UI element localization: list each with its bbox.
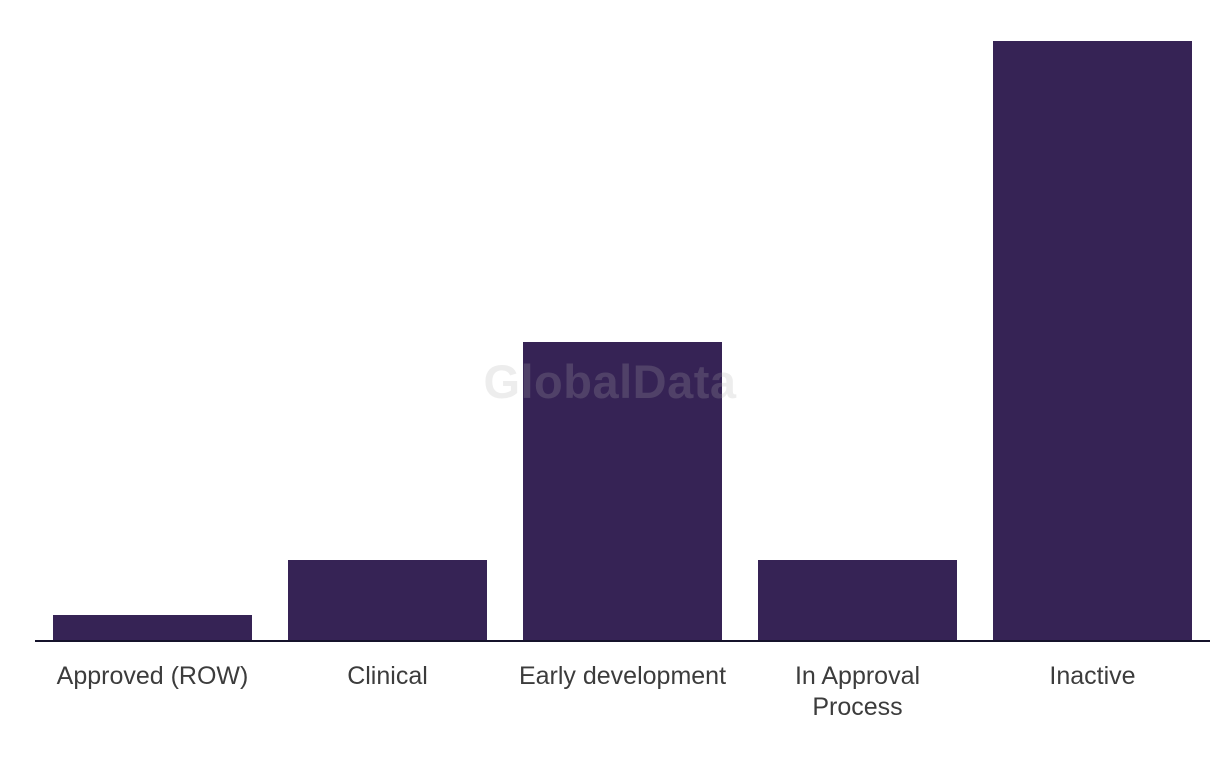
bar-early-development bbox=[523, 342, 722, 640]
x-axis-label: Approved (ROW) bbox=[56, 662, 249, 690]
bar-slot bbox=[270, 41, 505, 640]
x-axis-label: Clinical bbox=[347, 662, 428, 690]
bar-clinical bbox=[288, 560, 487, 640]
x-axis-line bbox=[35, 640, 1210, 642]
x-axis-label: Early development bbox=[518, 662, 727, 690]
bar-in-approval-process bbox=[758, 560, 957, 640]
bar-approved-row- bbox=[53, 615, 252, 640]
x-axis-labels: Approved (ROW) Clinical Early development I… bbox=[35, 661, 1210, 723]
x-axis-label: In Approval Process bbox=[794, 662, 921, 721]
bar-slot bbox=[975, 41, 1210, 640]
plot-area bbox=[35, 41, 1210, 640]
bar-slot bbox=[505, 41, 740, 640]
bar-inactive bbox=[993, 41, 1192, 640]
bar-slot bbox=[740, 41, 975, 640]
bar-slot bbox=[35, 41, 270, 640]
x-axis-label: Inactive bbox=[1049, 662, 1136, 690]
